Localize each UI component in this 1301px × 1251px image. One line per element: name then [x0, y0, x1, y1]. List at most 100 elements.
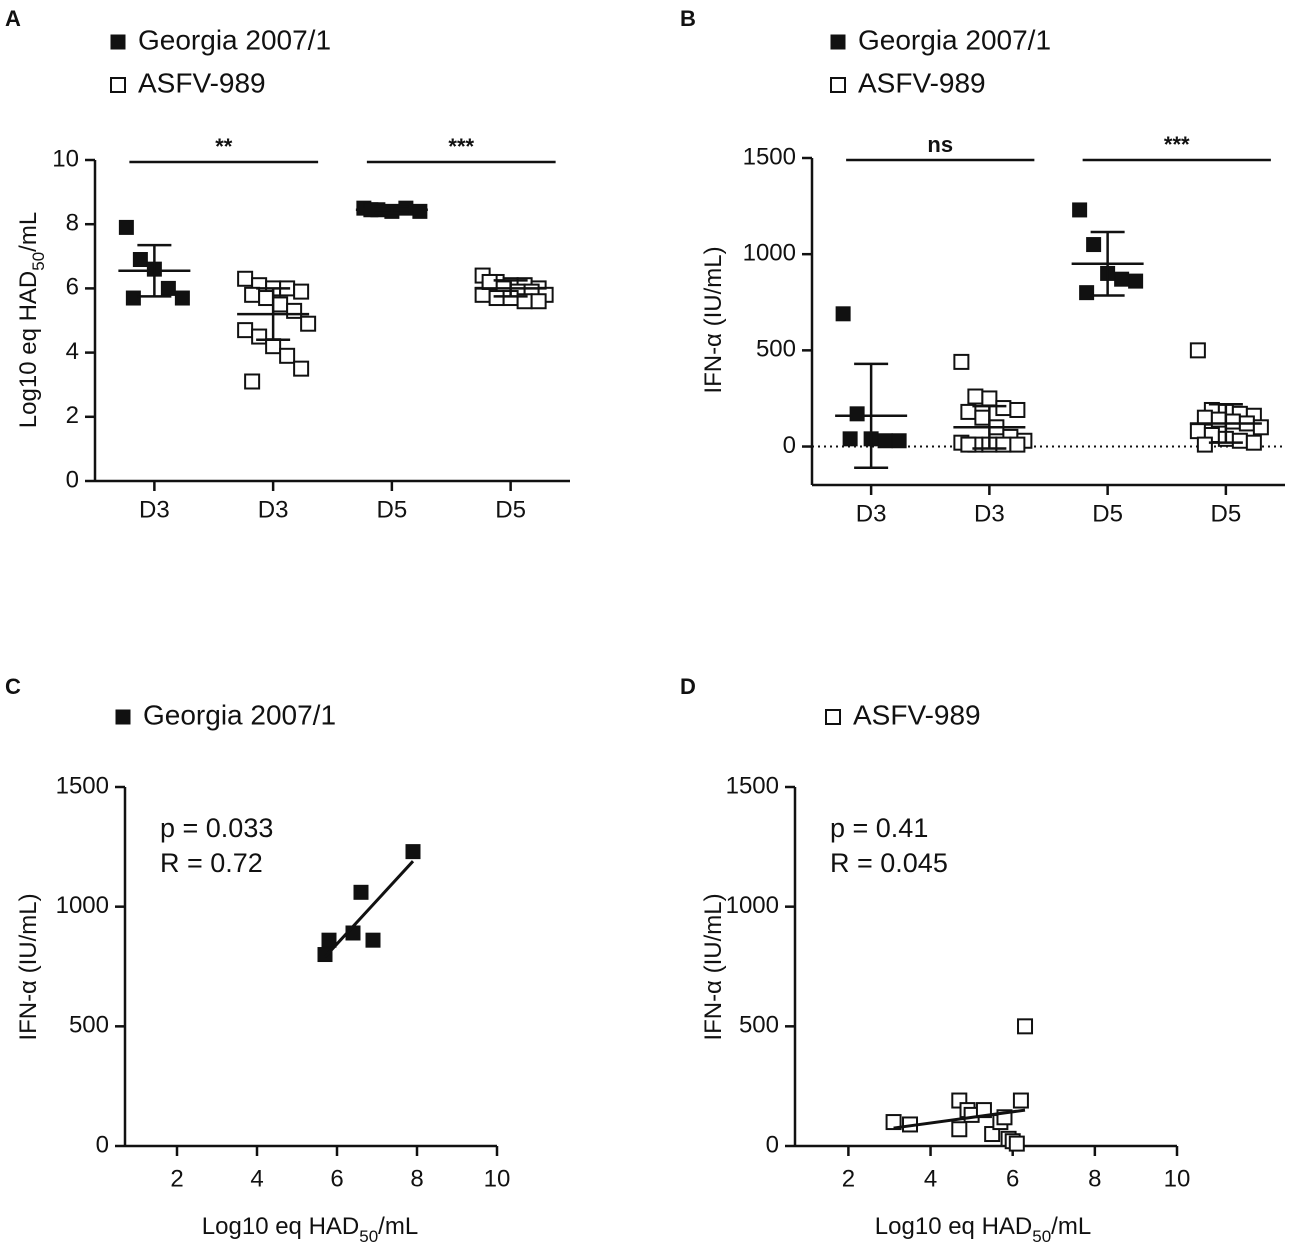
- y-tick-label: 1000: [726, 892, 779, 919]
- error-bar: [1090, 230, 1125, 297]
- legend-marker: [830, 34, 846, 50]
- y-axis-label: IFN-α (IU/mL): [700, 246, 727, 393]
- x-tick-label: 4: [924, 1165, 937, 1192]
- data-point: [1072, 202, 1088, 218]
- data-point: [353, 884, 369, 900]
- significance-label: ***: [1164, 132, 1190, 157]
- y-axis-label-part: Log10 eq HAD: [15, 271, 42, 428]
- data-point: [1008, 1135, 1025, 1152]
- legend-marker: [825, 709, 841, 725]
- data-point: [293, 360, 310, 377]
- error-bar: [854, 362, 889, 469]
- data-point: [1224, 413, 1241, 430]
- data-point: [488, 290, 505, 307]
- x-tick-label: D5: [495, 496, 526, 523]
- data-point: [835, 306, 851, 322]
- y-tick-label: 6: [66, 274, 79, 301]
- data-point: [885, 1114, 902, 1131]
- legend-label: ASFV-989: [858, 67, 986, 98]
- legend-label: ASFV-989: [853, 699, 981, 730]
- data-point: [974, 409, 991, 426]
- fit-line: [893, 1108, 1026, 1130]
- data-point: [237, 322, 254, 339]
- legend-label: Georgia 2007/1: [858, 24, 1051, 55]
- data-point: [272, 296, 289, 313]
- data-point: [258, 290, 275, 307]
- y-tick-label: 1500: [743, 143, 796, 170]
- data-point: [530, 293, 547, 310]
- x-tick-label: D3: [974, 500, 1005, 527]
- significance-label: ***: [448, 134, 474, 159]
- error-bar: [972, 404, 1007, 450]
- x-tick-label: 10: [484, 1165, 511, 1192]
- x-axis-label: Log10 eq HAD50/mL: [202, 1213, 418, 1246]
- x-tick-label: 2: [842, 1165, 855, 1192]
- y-tick-label: 8: [66, 210, 79, 237]
- data-point: [1114, 271, 1130, 287]
- data-point: [1128, 273, 1144, 289]
- data-point: [174, 290, 190, 306]
- data-point: [1009, 401, 1026, 418]
- stat-annotation: R = 0.045: [830, 848, 948, 878]
- legend-label: Georgia 2007/1: [143, 699, 336, 730]
- data-point: [1017, 1018, 1034, 1035]
- data-point: [1009, 436, 1026, 453]
- panel-label: A: [5, 6, 21, 31]
- x-axis-label-part: /mL: [1051, 1213, 1091, 1240]
- x-tick-label: D3: [139, 496, 170, 523]
- data-point: [125, 290, 141, 306]
- panel-label: D: [680, 674, 696, 699]
- data-point: [891, 433, 907, 449]
- error-bar: [374, 205, 409, 215]
- panel-label: B: [680, 6, 696, 31]
- x-tick-label: 8: [1088, 1165, 1101, 1192]
- data-point: [321, 932, 337, 948]
- x-axis-label-part: Log10 eq HAD: [202, 1213, 359, 1240]
- y-tick-label: 500: [739, 1012, 779, 1039]
- x-tick-label: D5: [1211, 500, 1242, 527]
- data-point: [1086, 237, 1102, 253]
- data-point: [279, 347, 296, 364]
- x-tick-label: 2: [170, 1165, 183, 1192]
- x-axis-label-part: Log10 eq HAD: [875, 1213, 1032, 1240]
- data-point: [849, 406, 865, 422]
- error-bar: [493, 279, 528, 298]
- x-axis-label-part: 50: [359, 1227, 378, 1246]
- legend-marker: [110, 77, 126, 93]
- legend-marker: [110, 34, 126, 50]
- x-tick-label: 4: [250, 1165, 263, 1192]
- data-point: [842, 431, 858, 447]
- data-point: [251, 328, 268, 345]
- data-point: [1231, 432, 1248, 449]
- data-point: [265, 338, 282, 355]
- error-bar: [256, 287, 291, 342]
- data-point: [981, 390, 998, 407]
- x-tick-label: 6: [330, 1165, 343, 1192]
- y-axis-label-part: 50: [29, 252, 48, 271]
- stat-annotation: p = 0.41: [830, 813, 928, 843]
- fit-line: [323, 860, 415, 958]
- y-axis-label: IFN-α (IU/mL): [15, 893, 42, 1040]
- stat-annotation: p = 0.033: [160, 813, 273, 843]
- y-tick-label: 500: [756, 336, 796, 363]
- y-tick-label: 10: [52, 145, 79, 172]
- data-point: [132, 252, 148, 268]
- error-bar: [1208, 402, 1243, 444]
- y-axis-label-part: IFN-α (IU/mL): [700, 893, 727, 1040]
- data-point: [293, 283, 310, 300]
- legend-marker: [115, 709, 131, 725]
- y-axis-label: Log10 eq HAD50/mL: [15, 212, 48, 428]
- data-point: [1012, 1092, 1029, 1109]
- legend-label: Georgia 2007/1: [138, 24, 331, 55]
- y-tick-label: 1500: [56, 772, 109, 799]
- y-tick-label: 2: [66, 402, 79, 429]
- y-axis-label-part: IFN-α (IU/mL): [700, 246, 727, 393]
- data-point: [160, 280, 176, 296]
- data-point: [405, 844, 421, 860]
- data-point: [960, 436, 977, 453]
- y-axis-label: IFN-α (IU/mL): [700, 893, 727, 1040]
- data-point: [1079, 285, 1095, 301]
- y-tick-label: 4: [66, 338, 79, 365]
